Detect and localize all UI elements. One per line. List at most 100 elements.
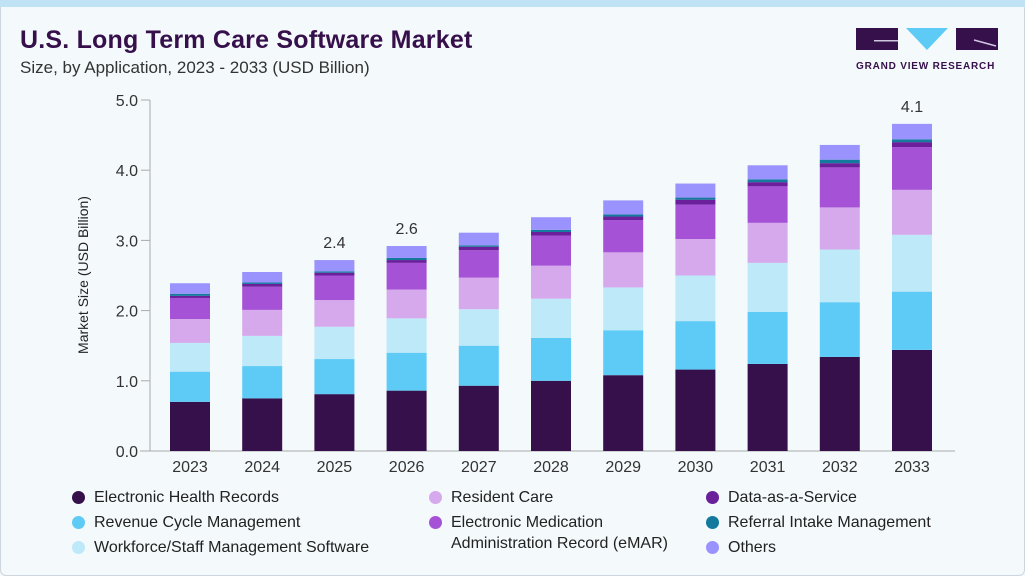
bar-segment (242, 366, 283, 399)
bar-segment (314, 326, 355, 360)
bar-segment (819, 207, 860, 250)
bar-segment (386, 352, 427, 391)
bar-segment (892, 139, 932, 143)
bar-segment (603, 220, 644, 253)
bar-segment (314, 359, 355, 395)
bar-segment (242, 283, 283, 287)
bar-segment (531, 231, 571, 236)
y-tick-label: 3.0 (116, 233, 138, 250)
bar-segment (170, 293, 210, 296)
bar-segment (675, 321, 716, 370)
bar-segment (747, 182, 788, 187)
legend-label: Electronic Health Records (94, 489, 279, 506)
legend-item: Electronic Health Records (72, 487, 279, 508)
bar-segment (458, 277, 499, 310)
bar-segment (314, 300, 355, 327)
bar-segment (170, 401, 210, 451)
bar-segment (675, 199, 716, 205)
legend-item: Workforce/Staff Management Software (72, 537, 369, 558)
x-tick-label: 2027 (461, 459, 497, 476)
bar-segment (458, 232, 499, 246)
bar-segment (675, 183, 716, 198)
data-label: 2.4 (323, 235, 345, 252)
data-label: 4.1 (901, 99, 923, 116)
bar-segment (458, 385, 499, 451)
bar-segment (314, 275, 355, 301)
legend-swatch (706, 541, 719, 554)
logo-mark-icon (856, 28, 998, 50)
bar-segment (458, 309, 499, 346)
x-tick-label: 2023 (172, 459, 208, 476)
bar-segment (170, 371, 210, 402)
bar-segment (242, 335, 283, 367)
bar-segment (747, 312, 788, 364)
bar-segment (603, 375, 644, 451)
legend-swatch (72, 541, 85, 554)
bar-segment (603, 330, 644, 376)
bar-segment (242, 398, 283, 451)
bar-segment (603, 252, 644, 288)
bar-segment (675, 275, 716, 322)
x-tick-label: 2025 (317, 459, 353, 476)
bar-segment (170, 295, 210, 298)
legend-label: Referral Intake Management (728, 514, 931, 531)
bar-segment (892, 234, 932, 292)
bar-segment (531, 337, 571, 381)
legend-swatch (429, 491, 442, 504)
bar-segment (747, 186, 788, 223)
y-tick-label: 5.0 (116, 93, 138, 110)
bar-segment (458, 245, 499, 247)
legend-item: Resident Care (429, 487, 553, 508)
legend-label: Others (728, 539, 777, 556)
bar-segment (242, 286, 283, 310)
legend-item: Others (706, 537, 776, 558)
bar-segment (892, 189, 932, 235)
bar-segment (603, 200, 644, 215)
bar-segment (170, 297, 210, 320)
bar-segment (675, 238, 716, 276)
bar-segment (314, 260, 355, 272)
bar-segment (386, 318, 427, 353)
legend-label: Data-as-a-Service (728, 489, 857, 506)
bar-segment (386, 260, 427, 263)
bar-segment (675, 204, 716, 239)
bar-segment (747, 179, 788, 183)
legend-item: Referral Intake Management (706, 512, 931, 533)
data-label: 2.6 (395, 221, 417, 238)
x-tick-label: 2026 (389, 459, 425, 476)
bar-segment (747, 363, 788, 451)
y-tick-label: 0.0 (116, 444, 138, 461)
x-tick-label: 2030 (678, 459, 714, 476)
bar-segment (892, 349, 932, 451)
bar-segment (314, 271, 355, 273)
legend-swatch (429, 516, 442, 529)
bar-segment (458, 345, 499, 386)
top-accent-bar (0, 0, 1025, 7)
bar-segment (531, 298, 571, 338)
bar-segment (892, 291, 932, 350)
y-tick-label: 4.0 (116, 163, 138, 180)
y-axis-label: Market Size (USD Billion) (75, 196, 91, 354)
x-tick-label: 2028 (533, 459, 569, 476)
y-tick-label: 1.0 (116, 374, 138, 391)
bar-segment (747, 165, 788, 180)
x-tick-label: 2033 (894, 459, 930, 476)
chart-subtitle: Size, by Application, 2023 - 2033 (USD B… (20, 58, 370, 77)
bar-segment (386, 246, 427, 258)
bar-segment (242, 282, 283, 284)
legend-item: Electronic Medication Administration Rec… (429, 512, 689, 554)
bar-segment (819, 144, 860, 160)
y-tick-label: 2.0 (116, 304, 138, 321)
bar-segment (386, 289, 427, 319)
bar-segment (170, 319, 210, 343)
logo-text: GRAND VIEW RESEARCH (856, 61, 996, 72)
x-tick-label: 2024 (244, 459, 280, 476)
bar-segment (531, 380, 571, 451)
bar-segment (531, 235, 571, 266)
bar-segment (675, 197, 716, 200)
bar-segment (892, 142, 932, 148)
bar-segment (819, 302, 860, 357)
bar-segment (242, 271, 283, 283)
bar-segment (819, 163, 860, 168)
